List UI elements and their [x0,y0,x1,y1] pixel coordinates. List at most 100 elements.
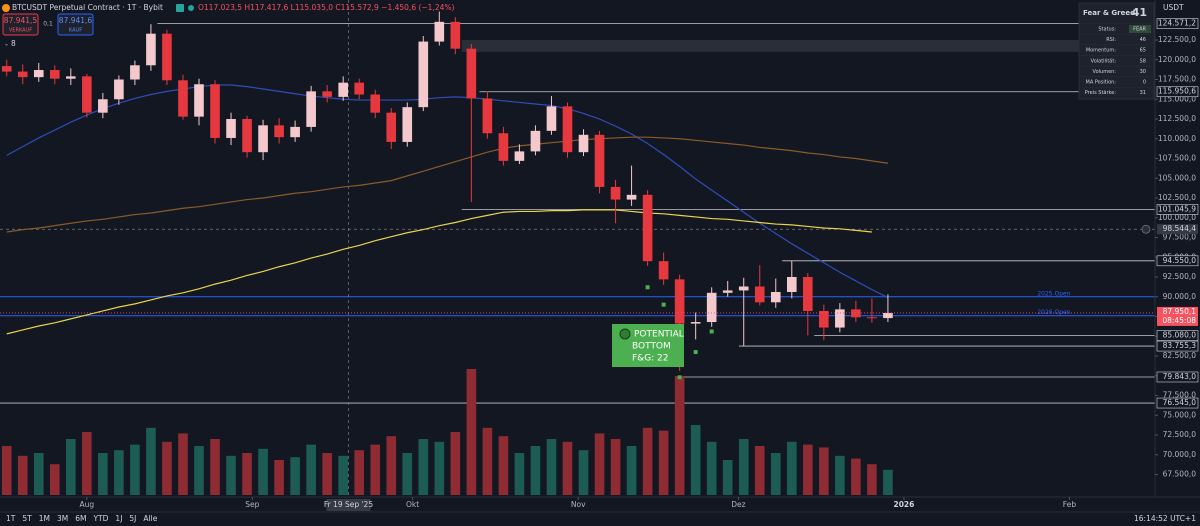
candle-body [370,94,381,113]
signal-marker [661,302,666,307]
volume-bar [402,453,413,495]
volume-bar [210,439,220,495]
candle-body [1,66,12,72]
candle-body [770,292,781,303]
y-tick-label: 90.000,0 [1163,292,1197,301]
candle-body [82,76,92,113]
volume-bar [450,432,461,495]
y-tick-label: 97.500,0 [1163,233,1197,242]
x-tick-label: Sep [245,500,259,509]
row-value: FEAR [1133,27,1146,33]
row-value: 31 [1140,90,1146,96]
price-unit: USDT [1163,3,1184,12]
volume-bar [770,453,781,495]
volume-bar [178,433,188,495]
candle-body [514,151,525,161]
status-badge [1129,25,1151,33]
candle-body [626,194,637,200]
candle-body [546,106,557,131]
timeframe-button[interactable]: 5J [129,514,136,523]
y-tick-label: 72.500,0 [1163,430,1197,439]
y-tick-label: 120.000,0 [1158,55,1196,64]
volume-bar [306,444,316,495]
volume-bar [82,432,92,495]
open-line-label: 2026 Open [1037,309,1070,316]
candle-body [178,80,188,117]
level-label-box [1156,86,1199,98]
volume-bar [883,469,893,495]
timeframe-button[interactable]: Alle [143,514,157,523]
volume-bar [98,453,108,495]
candle-body [803,277,813,311]
collapse-icon[interactable]: ⌄ [4,41,9,48]
volume-bar [290,457,300,495]
volume-bar [322,453,332,495]
candle-body [338,82,348,97]
timeframe-button[interactable]: 5T [22,514,32,523]
y-tick-label: 105.000,0 [1158,173,1196,182]
symbol: BTCUSDT Perpetual Contract · 1T · Bybit [12,3,163,12]
y-tick-label: 102.500,0 [1158,193,1196,202]
candle-body [402,107,413,142]
volume-bar [610,439,621,495]
candle-body [146,33,156,66]
candle-body [98,99,108,113]
volume-bar [258,448,268,495]
timeframe-button[interactable]: 1M [39,514,50,523]
annotation-text: BOTTOM [632,342,671,352]
moving-average [6,209,872,335]
candle-body [658,261,669,280]
candle-body [786,277,797,293]
timeframe-button[interactable]: 1J [115,514,122,523]
annotation-icon [619,328,631,340]
y-tick-label: 77.500,0 [1163,391,1197,400]
crosshair-y-box [1157,224,1198,235]
volume-bar [498,436,509,495]
candle-body [482,98,493,134]
volume-bar [162,441,172,495]
candle-body [466,48,477,99]
volume-bar [146,427,156,495]
timeframe-button[interactable]: 3M [57,514,68,523]
signal-marker [645,285,650,290]
timeframe-button[interactable]: 1T [6,514,16,523]
candle-body [498,133,509,161]
open-line-label: 2025 Open [1037,290,1070,297]
moving-average [6,84,889,299]
volume-bar [49,464,60,495]
y-tick-label: 110.000,0 [1158,134,1196,143]
price-axis [1155,0,1200,497]
candle-body [322,91,332,97]
crosshair-add [1141,224,1151,234]
buy-button[interactable] [57,13,94,36]
fear-greed-value: 41 [1132,6,1147,19]
fear-greed-title: Fear & Greed [1083,9,1135,17]
sell-button[interactable] [2,13,39,36]
level-label-box [1156,397,1199,409]
candle-body [274,125,284,138]
level-label: 115.950,6 [1158,87,1196,96]
x-tick-label: Nov [571,500,586,509]
row-value: 30 [1140,69,1146,75]
volume-bar [851,458,861,495]
last-price-box [1157,306,1198,326]
candle-body [754,286,765,303]
candle-body [258,125,268,153]
y-tick-label: 107.500,0 [1158,154,1196,163]
level-label: 124.571,2 [1158,19,1196,28]
timeframe-button[interactable]: YTD [92,514,108,523]
volume-bar [274,460,284,495]
level-label: 76.545,0 [1163,398,1197,407]
candle-body [114,79,124,100]
timeframe-button[interactable]: 6M [75,514,86,523]
candle-body [819,310,829,328]
volume-bar [114,450,124,495]
timeframe-bar: 1T 5T 1M 3M 6M YTD 1J 5J Alle [6,514,158,523]
level-label-box [1156,371,1199,383]
fear-greed-panel [1078,2,1155,100]
row-value: 65 [1140,48,1146,54]
volume-bar [338,455,348,495]
candle-body [722,290,733,293]
candle-body [578,134,589,153]
